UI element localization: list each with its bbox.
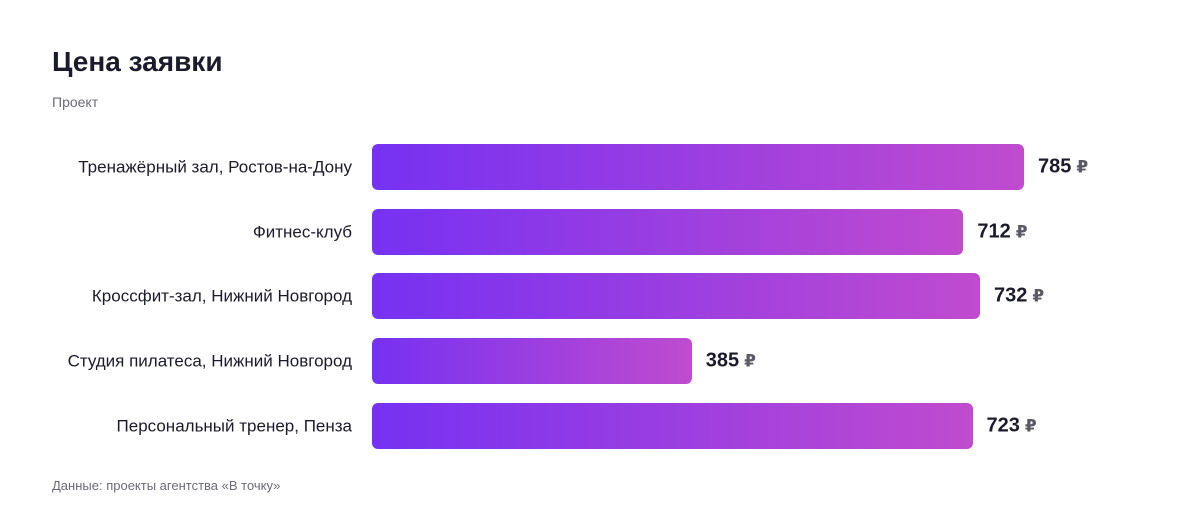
value-unit: ₽	[1076, 157, 1089, 177]
value-number: 712	[977, 220, 1011, 243]
value-label: 385 ₽	[706, 350, 756, 373]
category-label: Фитнес-клуб	[252, 222, 352, 242]
bar	[372, 273, 980, 320]
chart-title: Цена заявки	[52, 46, 223, 77]
value-label: 712 ₽	[977, 220, 1027, 243]
chart-subtitle: Проект	[52, 94, 99, 110]
bar	[372, 402, 973, 449]
value-unit: ₽	[744, 351, 756, 371]
value-label: 723 ₽	[987, 414, 1037, 437]
value-number: 732	[993, 284, 1028, 307]
value-number: 385	[705, 349, 740, 372]
bar	[372, 208, 964, 255]
value-number: 723	[986, 414, 1020, 437]
value-unit: ₽	[1032, 286, 1045, 306]
category-label: Кроссфит-зал, Нижний Новгород	[91, 286, 352, 306]
category-label: Персональный тренер, Пенза	[116, 416, 352, 436]
category-label: Студия пилатеса, Нижний Новгород	[67, 351, 352, 371]
value-label: 785 ₽	[1038, 156, 1088, 179]
value-label: 732 ₽	[994, 285, 1044, 308]
value-unit: ₽	[1024, 416, 1037, 436]
category-label: Тренажёрный зал, Ростов-на-Дону	[78, 157, 352, 177]
bar	[372, 338, 692, 385]
bar	[372, 144, 1024, 190]
value-number: 785	[1038, 155, 1072, 178]
value-unit: ₽	[1015, 222, 1028, 242]
source-note: Данные: проекты агентства «В точку»	[52, 478, 281, 493]
